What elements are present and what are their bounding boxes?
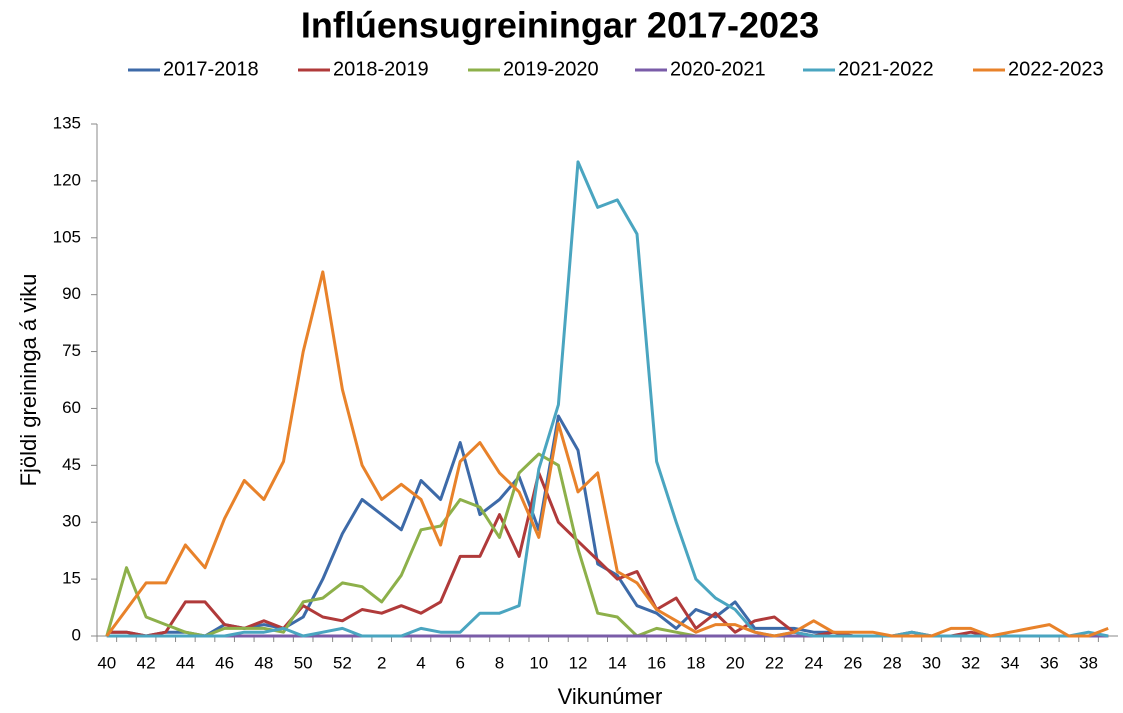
legend-label: 2022-2023 — [1008, 58, 1104, 80]
chart-title: Inflúensugreiningar 2017-2023 — [301, 5, 819, 46]
x-tick-label: 46 — [215, 653, 234, 672]
x-tick-label: 40 — [97, 653, 116, 672]
y-tick-label: 120 — [53, 170, 81, 189]
x-tick-label: 42 — [137, 653, 156, 672]
x-tick-label: 44 — [176, 653, 195, 672]
x-tick-label: 10 — [529, 653, 548, 672]
series-line — [106, 160, 1109, 638]
x-tick-label: 24 — [804, 653, 823, 672]
x-tick-label: 38 — [1079, 653, 1098, 672]
x-tick-label: 6 — [456, 653, 465, 672]
y-tick-label: 0 — [72, 625, 81, 644]
legend-label: 2017-2018 — [163, 58, 259, 80]
x-tick-label: 2 — [377, 653, 386, 672]
x-tick-label: 18 — [686, 653, 705, 672]
x-tick-label: 4 — [416, 653, 425, 672]
x-tick-label: 14 — [608, 653, 627, 672]
legend-label: 2018-2019 — [333, 58, 429, 80]
x-tick-label: 52 — [333, 653, 352, 672]
x-tick-label: 36 — [1040, 653, 1059, 672]
x-axis-label: Vikunúmer — [558, 684, 663, 709]
x-tick-label: 48 — [254, 653, 273, 672]
series-line — [105, 270, 1109, 638]
x-tick-label: 8 — [495, 653, 504, 672]
x-tick-label: 28 — [883, 653, 902, 672]
series-line — [105, 452, 1109, 638]
x-tick-label: 34 — [1001, 653, 1020, 672]
y-tick-label: 15 — [62, 569, 81, 588]
y-tick-label: 45 — [62, 455, 81, 474]
y-tick-label: 75 — [62, 341, 81, 360]
y-tick-label: 90 — [62, 284, 81, 303]
x-tick-label: 22 — [765, 653, 784, 672]
x-tick-label: 30 — [922, 653, 941, 672]
legend-label: 2021-2022 — [838, 58, 934, 80]
x-tick-label: 26 — [843, 653, 862, 672]
y-tick-label: 30 — [62, 512, 81, 531]
x-tick-label: 50 — [294, 653, 313, 672]
x-tick-label: 32 — [961, 653, 980, 672]
x-tick-label: 16 — [647, 653, 666, 672]
y-tick-label: 60 — [62, 398, 81, 417]
x-tick-label: 12 — [569, 653, 588, 672]
legend-label: 2019-2020 — [503, 58, 599, 80]
x-tick-label: 20 — [726, 653, 745, 672]
y-axis-label: Fjöldi greininga á viku — [16, 274, 41, 487]
y-tick-label: 105 — [53, 227, 81, 246]
legend-label: 2020-2021 — [670, 58, 766, 80]
series-line — [106, 471, 1109, 638]
y-tick-label: 135 — [53, 113, 81, 132]
